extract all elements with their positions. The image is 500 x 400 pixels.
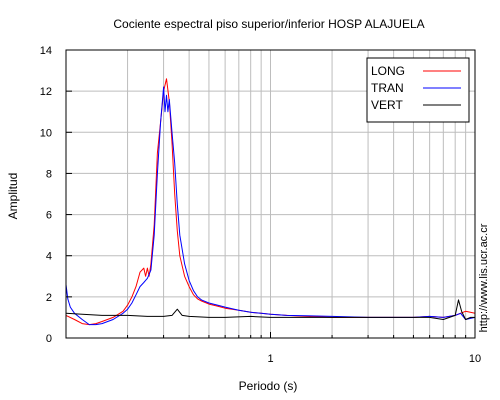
x-axis-label: Periodo (s) [239,379,298,393]
legend: LONG TRAN VERT [366,57,470,123]
y-tick-label: 10 [40,127,52,139]
y-axis-label: Amplitud [6,173,20,220]
y-tick-label: 6 [46,210,52,222]
series-layer [65,78,476,326]
legend-box [366,57,470,123]
y-tick-label: 4 [46,251,52,263]
legend-label-vert: VERT [371,98,403,112]
y-tick-label: 2 [46,292,52,304]
series-line-vert [65,299,475,320]
x-tick-label: 10 [469,353,481,365]
x-tick-label: 1 [267,353,273,365]
y-tick-label: 0 [46,333,52,345]
y-tick-label: 14 [40,45,52,57]
y-tick-label: 8 [46,168,52,180]
y-tick-label: 12 [40,86,52,98]
tick-layer: 1 10 0 2 4 6 8 10 12 14 [40,45,481,365]
chart-title: Cociente espectral piso superior/inferio… [113,17,424,31]
side-url-label: http://www.lis.ucr.ac.cr [478,223,490,332]
legend-label-tran: TRAN [371,81,404,95]
legend-label-long: LONG [371,64,405,78]
